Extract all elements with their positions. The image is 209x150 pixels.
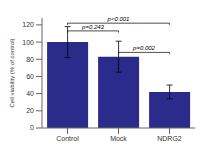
svg-text:Control: Control (56, 135, 79, 142)
svg-text:p=0.243: p=0.243 (81, 24, 105, 30)
svg-text:120: 120 (22, 21, 34, 28)
svg-text:80: 80 (26, 56, 34, 63)
svg-text:0: 0 (30, 124, 34, 131)
svg-text:p<0.001: p<0.001 (107, 16, 130, 22)
svg-text:NDRG2: NDRG2 (157, 135, 182, 142)
svg-text:100: 100 (22, 39, 34, 46)
svg-text:40: 40 (26, 90, 34, 97)
svg-text:Mock: Mock (110, 135, 127, 142)
svg-text:p=0.002: p=0.002 (132, 45, 156, 51)
svg-text:60: 60 (26, 73, 34, 80)
svg-text:Cell viability (% of control): Cell viability (% of control) (9, 38, 15, 107)
svg-text:20: 20 (26, 107, 34, 114)
